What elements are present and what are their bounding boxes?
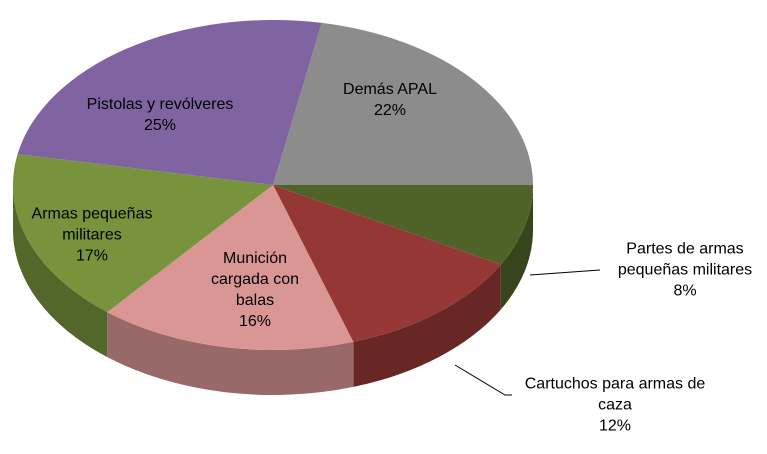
value-label: 22% xyxy=(373,102,407,119)
slice xyxy=(273,185,501,342)
slice xyxy=(107,185,354,350)
slice-side xyxy=(353,264,501,387)
category-name: Armas pequeñas militares xyxy=(31,205,153,244)
slice xyxy=(273,185,533,265)
value-label: 12% xyxy=(598,417,632,435)
slice-side xyxy=(13,185,108,358)
category-name: Partes de armas pequeñas militares xyxy=(617,240,753,279)
leader-line xyxy=(454,364,512,396)
value-label: 17% xyxy=(75,247,109,265)
leader-line xyxy=(529,269,601,276)
category-name: Pistolas y revólveres xyxy=(86,96,234,113)
slice xyxy=(13,154,274,313)
category-name: Demás APAL xyxy=(343,81,437,98)
slice-side xyxy=(107,312,354,395)
slice xyxy=(273,22,533,185)
slice-side xyxy=(500,185,533,310)
slice-label: Cartuchos para armas de caza 12% xyxy=(510,374,720,437)
category-name: Munición cargada con balas xyxy=(210,250,300,309)
slice-label: Armas pequeñas militares 17% xyxy=(10,204,175,267)
slice-label: Munición cargada con balas 16% xyxy=(193,248,318,332)
slice xyxy=(17,20,322,186)
slice-label: Partes de armas pequeñas militares 8% xyxy=(598,239,767,302)
value-label: 16% xyxy=(238,313,272,330)
slice-label: Pistolas y revólveres 25% xyxy=(50,94,270,136)
value-label: 8% xyxy=(673,282,697,300)
slice-label: Demás APAL 22% xyxy=(315,79,465,121)
value-label: 25% xyxy=(143,117,177,134)
category-name: Cartuchos para armas de caza xyxy=(524,375,706,414)
